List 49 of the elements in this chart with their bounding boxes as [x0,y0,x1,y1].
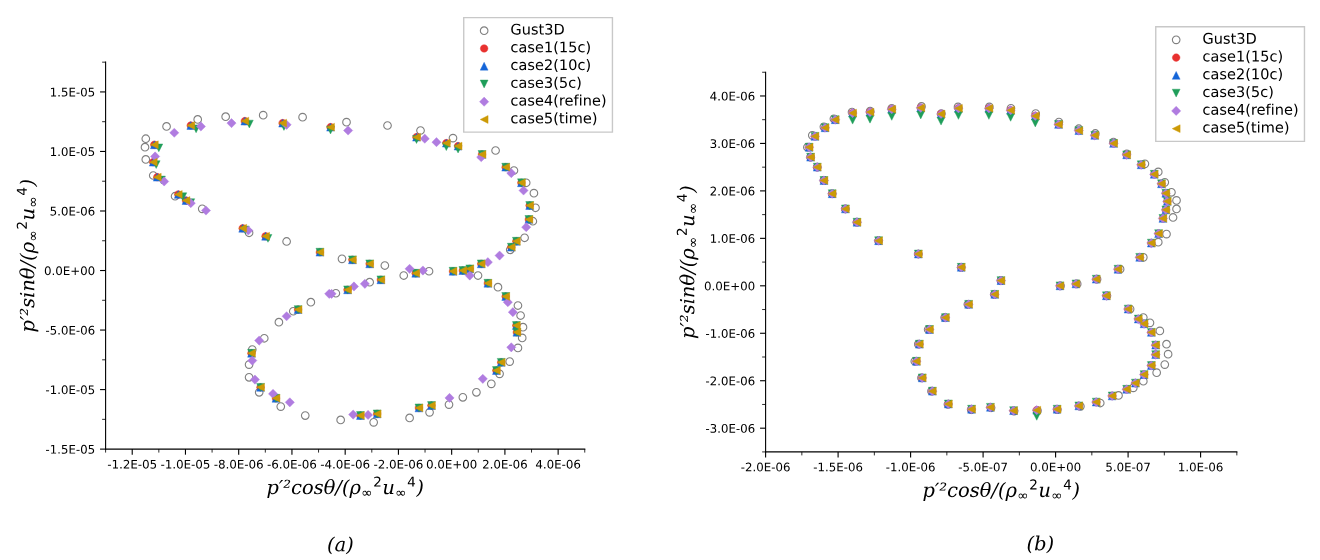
text: (b) [1027,535,1053,554]
legend-label: case5(time) [511,112,597,126]
x-tick-label: -6.0E-06 [267,459,317,469]
legend-label: case1(15c) [1203,50,1282,64]
x-tick-label: -1.0E-06 [886,462,935,472]
y-tick-label: -1.0E-06 [705,328,755,338]
legend-label: Gust3D [511,23,564,35]
x-tick-label: -4.0E-06 [320,459,370,469]
y-tick-label: -1.0E-05 [45,385,95,395]
legend-label: case4(refine) [1203,103,1298,117]
y-tick-label: 1.0E-06 [710,234,755,243]
x-tick-label: 1.0E-06 [1179,462,1223,472]
x-tick-label: -1.0E-05 [161,459,210,469]
legend-label: case2(10c) [511,58,590,72]
y-tick-label: -2.0E-06 [705,376,755,386]
x-tick-label: 4.0E-06 [535,459,581,469]
y-tick-label: 5.0E-06 [50,206,95,216]
y-axis-title: p′²sinθ/(ρ$_{∞}$$^{2}$u$_{∞}$$^{4}$) [676,186,699,339]
y-tick-label: 3.0E-06 [710,139,755,149]
x-axis-title: p′²cosθ/(ρ$_{∞}$$^{2}$u$_{∞}$$^{4}$) [267,476,423,499]
y-tick-label: 4.0E-06 [710,91,755,101]
y-tick-label: 1.5E-05 [50,87,95,97]
y-tick-label: -1.5E-05 [45,444,95,454]
y-tick-label: -5.0E-06 [45,325,95,335]
legend-label: case3(5c) [511,76,581,90]
x-tick-label: 2.0E-06 [483,459,527,469]
legend-label: case1(15c) [511,41,590,55]
legend-label: case2(10c) [1203,68,1282,82]
x-tick-label: -8.0E-06 [214,459,263,469]
legend-label: Gust3D [1203,32,1256,44]
x-tick-label: 0.0E+00 [426,459,477,469]
y-tick-label: 1.0E-05 [50,147,95,157]
x-tick-label: -1.5E-06 [813,462,863,472]
x-tick-label: -1.2E-05 [107,459,157,469]
y-tick-label: 0.0E+00 [704,281,755,291]
x-tick-label: 5.0E-07 [1106,462,1150,472]
x-tick-label: 0.0E+00 [1030,462,1081,472]
x-tick-label: -2.0E-06 [374,459,423,469]
legend-label: case3(5c) [1203,85,1273,99]
y-tick-label: -3.0E-06 [705,423,755,433]
legend-label: case4(refine) [511,94,606,108]
x-tick-label: -2.0E-06 [741,462,790,472]
y-axis-title: p′²sinθ/(ρ$_{∞}$$^{2}$u$_{∞}$$^{4}$) [16,180,39,332]
text: (a) [328,536,353,555]
y-tick-label: 2.0E-06 [710,186,755,196]
x-axis-title: p′²cosθ/(ρ$_{∞}$$^{2}$u$_{∞}$$^{4}$) [923,479,1079,501]
x-tick-label: -5.0E-07 [958,462,1007,472]
legend-label: case5(time) [1203,121,1289,135]
y-tick-label: 0.0E+00 [44,266,95,276]
